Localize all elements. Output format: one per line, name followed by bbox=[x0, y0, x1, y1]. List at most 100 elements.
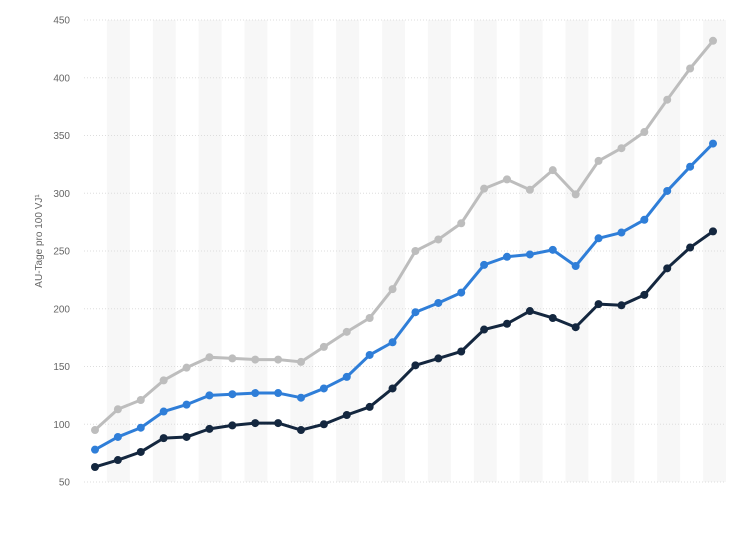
data-point bbox=[686, 162, 695, 171]
background-band bbox=[290, 20, 314, 482]
data-point bbox=[594, 300, 603, 309]
data-point bbox=[113, 405, 122, 414]
series-1 bbox=[91, 36, 717, 435]
data-point bbox=[91, 426, 99, 435]
data-point bbox=[251, 389, 260, 398]
data-point bbox=[640, 290, 649, 299]
data-point bbox=[617, 228, 626, 237]
data-point bbox=[411, 308, 420, 317]
data-point bbox=[319, 420, 328, 429]
data-point bbox=[91, 462, 99, 471]
data-point bbox=[503, 175, 511, 184]
data-point bbox=[228, 354, 237, 363]
data-point bbox=[251, 355, 260, 364]
y-axis-ticks: 50 100 150 200 250 300 350 400 450 bbox=[53, 16, 70, 489]
data-point bbox=[365, 402, 374, 411]
data-point bbox=[617, 144, 626, 153]
data-point bbox=[136, 447, 145, 456]
y-axis-label: AU-Tage pro 100 VJ¹ bbox=[34, 194, 45, 288]
data-point bbox=[663, 264, 672, 273]
data-point bbox=[640, 128, 649, 137]
data-point bbox=[388, 384, 397, 393]
data-point bbox=[365, 350, 374, 359]
gridlines bbox=[84, 19, 726, 483]
y-tick-label: 300 bbox=[53, 189, 70, 200]
data-point bbox=[594, 234, 603, 243]
data-point bbox=[548, 166, 557, 175]
data-point bbox=[228, 390, 237, 399]
data-point bbox=[91, 445, 99, 454]
data-point bbox=[159, 376, 168, 385]
data-point bbox=[709, 36, 717, 45]
data-point bbox=[617, 301, 626, 310]
data-point bbox=[274, 355, 283, 364]
data-point bbox=[342, 372, 351, 381]
series-line bbox=[93, 229, 715, 469]
y-tick-label: 100 bbox=[53, 420, 70, 431]
data-point bbox=[434, 298, 443, 307]
series-3 bbox=[91, 227, 717, 471]
data-point bbox=[571, 262, 580, 271]
data-point bbox=[159, 434, 168, 443]
data-point bbox=[686, 243, 695, 252]
y-tick-label: 200 bbox=[53, 304, 70, 315]
data-point bbox=[548, 313, 557, 322]
data-point bbox=[297, 393, 305, 402]
data-point bbox=[388, 338, 397, 347]
data-point bbox=[457, 288, 466, 297]
data-point bbox=[434, 354, 443, 363]
data-point bbox=[525, 250, 534, 259]
y-tick-label: 350 bbox=[53, 131, 70, 142]
background-band bbox=[106, 20, 130, 482]
y-tick-label: 400 bbox=[53, 73, 70, 84]
series-line bbox=[93, 142, 715, 452]
data-point bbox=[159, 407, 168, 416]
data-point bbox=[136, 423, 145, 432]
data-point bbox=[411, 247, 420, 255]
data-point bbox=[457, 347, 466, 356]
background-band bbox=[427, 20, 451, 482]
data-point bbox=[251, 419, 260, 428]
data-point bbox=[182, 432, 191, 441]
background-band bbox=[152, 20, 176, 482]
data-point bbox=[457, 219, 466, 228]
series-lines bbox=[91, 36, 717, 471]
data-point bbox=[548, 245, 557, 254]
data-point bbox=[663, 95, 672, 104]
data-point bbox=[113, 456, 122, 465]
data-point bbox=[342, 327, 351, 336]
data-point bbox=[411, 361, 420, 370]
data-point bbox=[319, 342, 328, 351]
data-point bbox=[686, 64, 695, 73]
data-point bbox=[525, 307, 534, 316]
data-point bbox=[709, 227, 717, 236]
data-point bbox=[136, 396, 145, 404]
y-tick-label: 450 bbox=[53, 16, 70, 27]
data-point bbox=[342, 411, 351, 420]
series-line bbox=[93, 39, 715, 432]
data-point bbox=[205, 424, 214, 433]
data-point bbox=[205, 391, 214, 400]
background-band bbox=[611, 20, 635, 482]
data-point bbox=[709, 139, 717, 148]
data-point bbox=[503, 252, 511, 261]
data-point bbox=[503, 319, 511, 328]
data-point bbox=[594, 156, 603, 165]
data-point bbox=[434, 235, 443, 244]
data-point bbox=[480, 184, 489, 193]
data-point bbox=[640, 215, 649, 224]
data-point bbox=[182, 363, 191, 372]
data-point bbox=[297, 357, 305, 366]
background-band bbox=[336, 20, 360, 482]
data-point bbox=[228, 421, 237, 430]
y-tick-label: 50 bbox=[59, 478, 71, 489]
data-point bbox=[113, 432, 122, 441]
data-point bbox=[274, 419, 283, 428]
data-point bbox=[319, 384, 328, 393]
data-point bbox=[182, 400, 191, 409]
data-point bbox=[480, 325, 489, 334]
background-band bbox=[473, 20, 497, 482]
data-point bbox=[297, 426, 305, 435]
data-point bbox=[388, 285, 397, 294]
